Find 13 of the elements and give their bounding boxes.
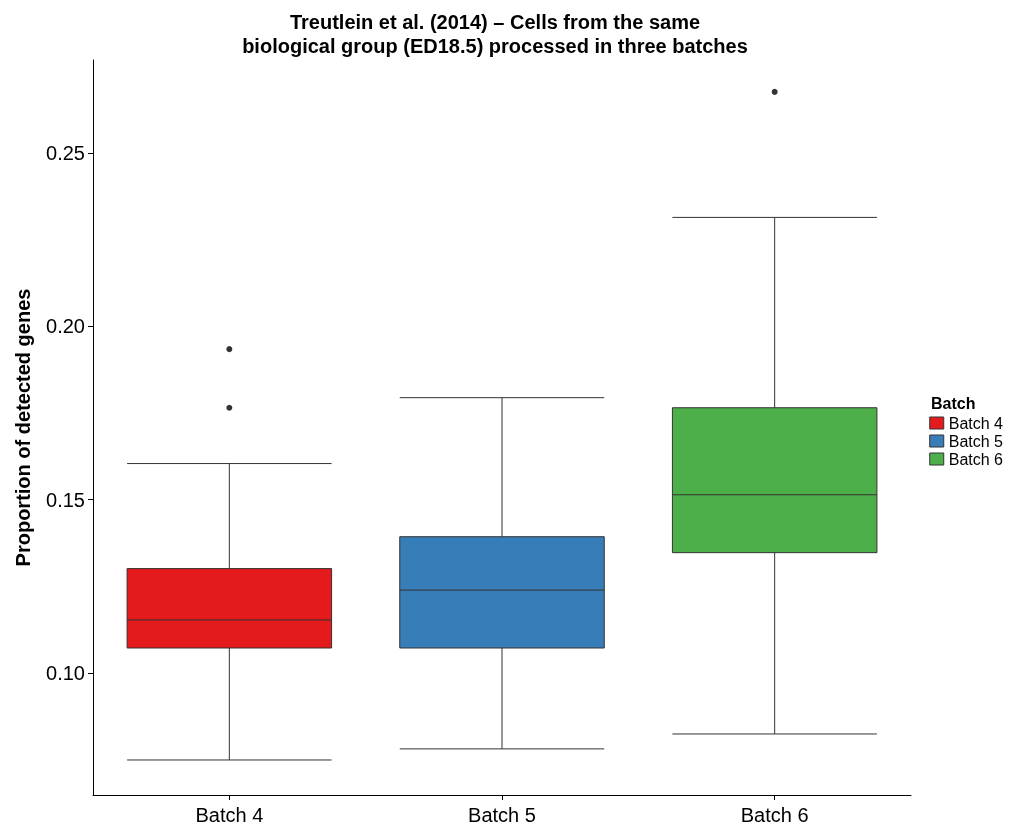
x-tick-label: Batch 5 xyxy=(468,804,536,826)
chart-title: Treutlein et al. (2014) – Cells from the same biological group (ED18.5) processed in three batches xyxy=(242,11,748,57)
x-tick-label: Batch 6 xyxy=(740,804,809,826)
legend-label: Batch 5 xyxy=(948,432,1004,450)
legend-label: Batch 6 xyxy=(948,450,1004,468)
x-tick-label: Batch 4 xyxy=(195,804,264,826)
legend-label: Batch 4 xyxy=(948,414,1004,432)
y-tick-label: 0.10 xyxy=(46,661,85,684)
y-tick-label: 0.20 xyxy=(46,315,85,338)
y-tick-label: 0.15 xyxy=(46,488,85,511)
y-tick-label: 0.25 xyxy=(46,141,85,164)
y-axis-title: Proportion of detected genes xyxy=(12,288,34,567)
legend-title: Batch xyxy=(931,394,976,412)
